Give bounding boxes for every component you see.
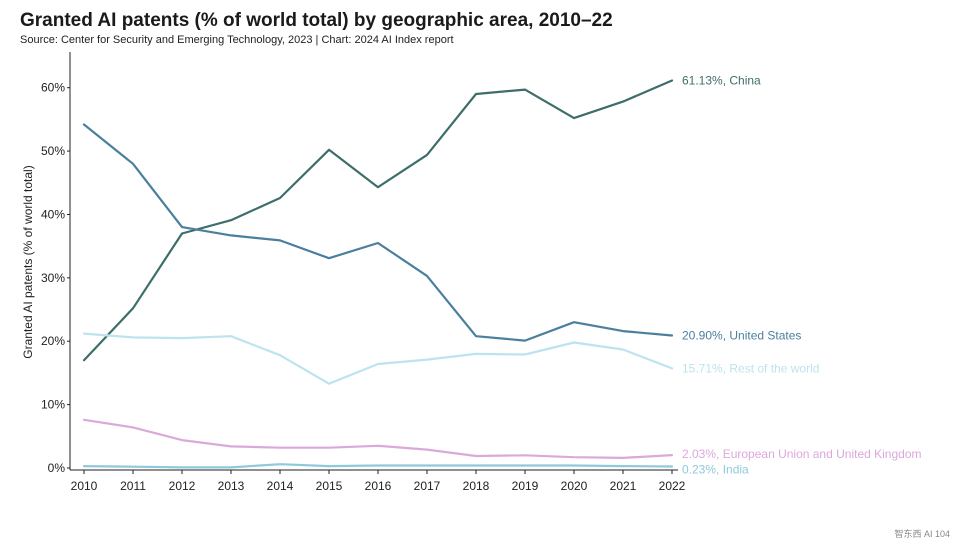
x-tick-label: 2014: [267, 479, 294, 493]
series-line-india: [82, 463, 674, 469]
axes: 0% 10% 20% 30% 40% 50% 60% 2010 2011 2012 2013 2014…: [41, 52, 686, 493]
series-lines: [82, 79, 674, 469]
y-tick-label: 10%: [41, 398, 65, 412]
x-tick-label: 2016: [365, 479, 392, 493]
end-label-european-union-and-united-kingdom: 2.03%, European Union and United Kingdom: [682, 447, 922, 461]
x-tick-label: 2022: [659, 479, 686, 493]
series-line-united-states: [82, 123, 674, 342]
end-label-rest-of-the-world: 15.71%, Rest of the world: [682, 361, 819, 375]
y-tick-label: 40%: [41, 207, 65, 221]
y-tick-label: 60%: [41, 81, 65, 95]
x-tick-label: 2018: [463, 479, 490, 493]
series-line-european-union-and-united-kingdom: [82, 418, 674, 459]
y-tick-label: 50%: [41, 144, 65, 158]
y-axis-title: Granted AI patents (% of world total): [21, 165, 35, 358]
x-tick-label: 2012: [169, 479, 196, 493]
x-tick-label: 2020: [561, 479, 588, 493]
x-tick-label: 2021: [610, 479, 637, 493]
end-label-india: 0.23%, India: [682, 463, 749, 477]
x-tick-label: 2017: [414, 479, 441, 493]
x-tick-label: 2010: [71, 479, 98, 493]
x-tick-label: 2019: [512, 479, 539, 493]
end-label-united-states: 20.90%, United States: [682, 329, 801, 343]
y-tick-label: 30%: [41, 271, 65, 285]
x-tick-label: 2011: [120, 479, 146, 493]
end-label-china: 61.13%, China: [682, 74, 761, 88]
y-tick-label: 20%: [41, 334, 65, 348]
series-line-rest-of-the-world: [82, 332, 674, 385]
chart-title: Granted AI patents (% of world total) by…: [20, 10, 613, 31]
y-tick-label: 0%: [48, 461, 66, 475]
series-end-labels: 61.13%, China 20.90%, United States 15.71%…: [682, 74, 922, 477]
chart-subtitle: Source: Center for Security and Emerging…: [20, 34, 454, 46]
series-line-china: [82, 79, 674, 362]
y-axis-title-group: Granted AI patents (% of world total): [21, 165, 35, 358]
watermark-text: 智东西 AI 104: [894, 529, 950, 539]
x-tick-label: 2013: [218, 479, 245, 493]
x-tick-label: 2015: [316, 479, 343, 493]
